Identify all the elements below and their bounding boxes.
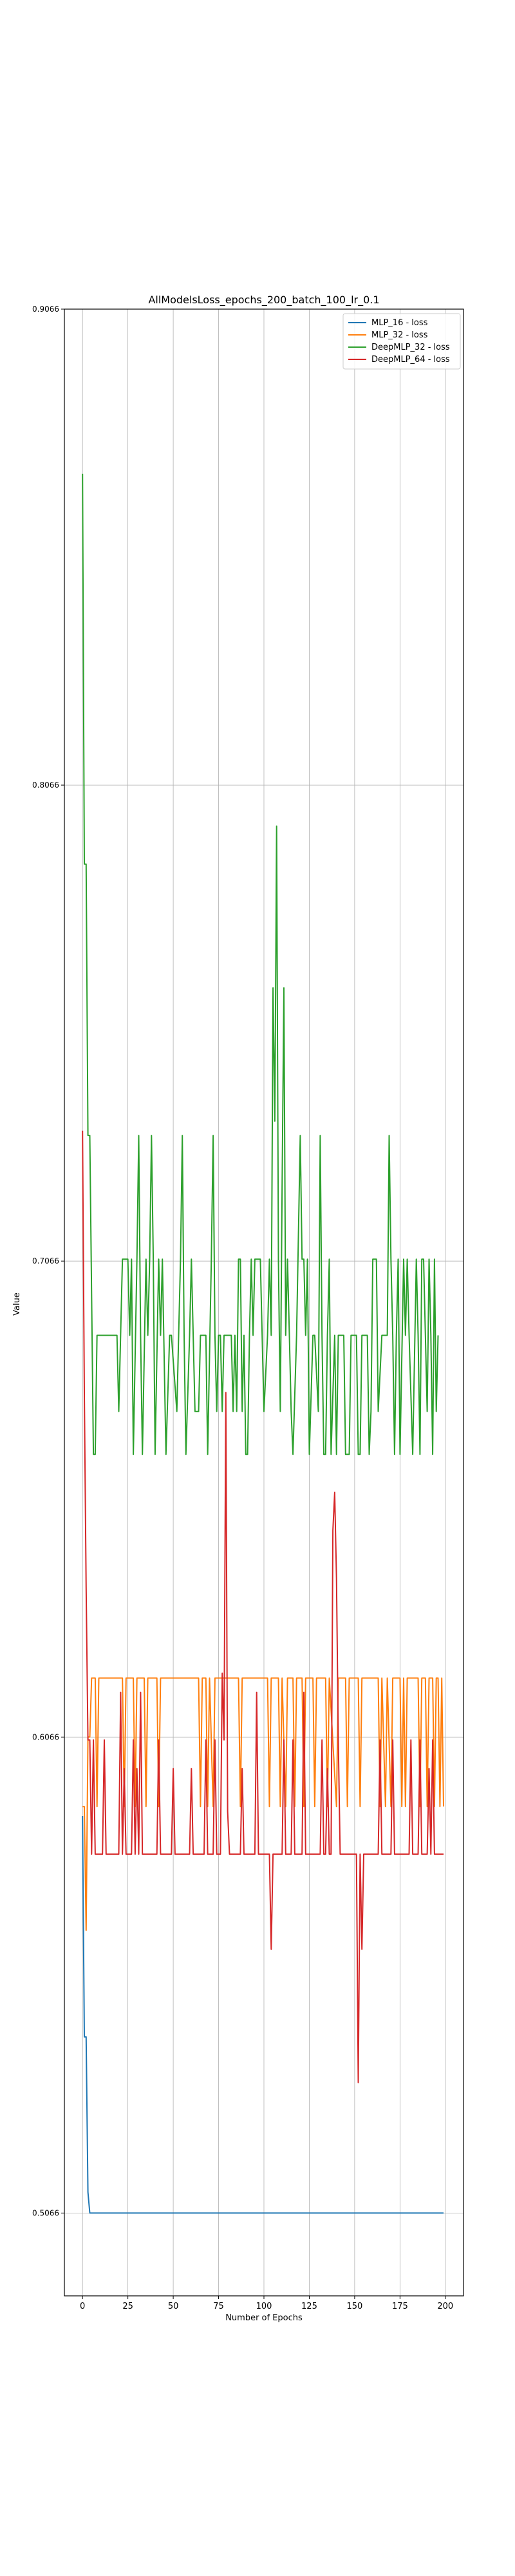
series-line-deepmlp-32-loss xyxy=(82,473,439,1455)
series-line-mlp-32-loss xyxy=(82,1677,444,1931)
legend-label: DeepMLP_64 - loss xyxy=(371,355,450,365)
y-tick-label: 0.7066 xyxy=(32,1256,59,1265)
x-tick-label: 75 xyxy=(213,2302,224,2311)
x-tick-label: 0 xyxy=(80,2302,85,2311)
y-tick-label: 0.9066 xyxy=(32,305,59,314)
x-tick-label: 200 xyxy=(437,2302,453,2311)
series-lines xyxy=(82,473,444,2214)
series-line-deepmlp-64-loss xyxy=(82,1130,444,2083)
series-line-mlp-16-loss xyxy=(82,1815,444,2214)
x-tick-label: 175 xyxy=(392,2302,408,2311)
legend-label: DeepMLP_32 - loss xyxy=(371,343,450,352)
legend-label: MLP_32 - loss xyxy=(371,330,428,340)
x-tick-label: 150 xyxy=(346,2302,362,2311)
legend-label: MLP_16 - loss xyxy=(371,318,428,328)
y-tick-label: 0.8066 xyxy=(32,781,59,790)
y-axis-ticks: 0.5066 0.6066 0.7066 0.8066 0.9066 xyxy=(32,305,64,2217)
y-tick-label: 0.5066 xyxy=(32,2208,59,2217)
x-tick-label: 125 xyxy=(301,2302,317,2311)
y-axis-label: Value xyxy=(12,1293,22,1316)
x-tick-label: 50 xyxy=(168,2302,179,2311)
legend-box xyxy=(342,313,461,370)
x-tick-label: 25 xyxy=(122,2302,133,2311)
legend: MLP_16 - loss MLP_32 - loss DeepMLP_32 - l… xyxy=(342,313,461,370)
chart-title: AllModelsLoss_epochs_200_batch_100_lr_0.… xyxy=(148,294,379,307)
y-tick-label: 0.6066 xyxy=(32,1732,59,1741)
x-axis-ticks: 0 25 50 75 100 125 150 175 200 xyxy=(80,2296,453,2311)
x-axis-label: Number of Epochs xyxy=(225,2313,303,2323)
x-tick-label: 100 xyxy=(256,2302,272,2311)
